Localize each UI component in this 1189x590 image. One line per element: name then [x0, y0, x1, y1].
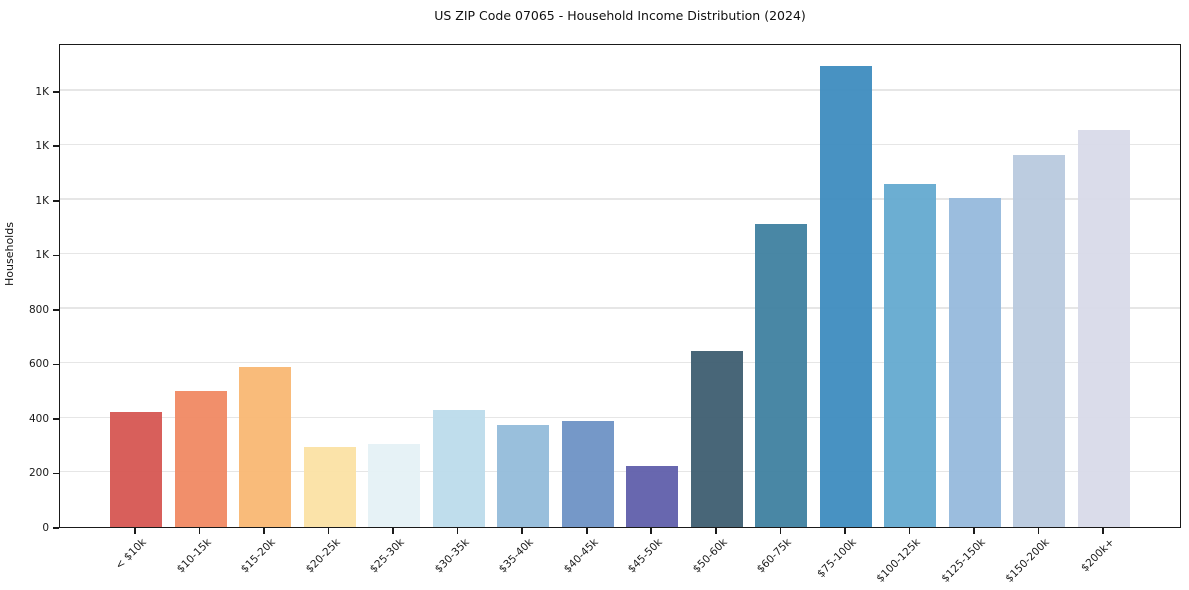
x-tick-mark	[715, 528, 717, 534]
x-tick-mark	[1037, 528, 1040, 534]
x-tick-label: $25-30k	[367, 536, 407, 576]
y-tick-label: 400	[28, 412, 49, 425]
plot-area	[59, 44, 1181, 528]
y-tick-mark	[53, 309, 59, 311]
bar-$150-200k	[1013, 155, 1066, 527]
x-tick-mark	[521, 528, 523, 534]
y-tick-label: 1K	[35, 194, 49, 207]
x-tick-mark	[1102, 528, 1104, 534]
y-tick-mark	[53, 199, 59, 202]
bar-$15-20k	[239, 366, 292, 527]
gridline	[60, 198, 1180, 200]
x-tick-label: $45-50k	[625, 536, 666, 576]
x-tick-mark	[134, 528, 136, 534]
x-tick-label: $75-100k	[814, 536, 859, 581]
bar-$100-125k	[884, 184, 937, 527]
x-tick-label: $150-200k	[1003, 536, 1053, 585]
y-tick-mark	[53, 145, 59, 148]
x-tick-label: $20-25k	[303, 536, 343, 576]
gridline	[60, 143, 1180, 146]
gridline	[60, 471, 1180, 473]
x-tick-mark	[908, 528, 911, 534]
x-tick-mark	[198, 528, 201, 534]
x-tick-mark	[779, 528, 782, 534]
x-tick-mark	[585, 528, 588, 534]
y-tick-mark	[53, 363, 59, 366]
x-tick-mark	[650, 528, 653, 534]
x-tick-label: $200k+	[1078, 536, 1117, 575]
bar-< $10k	[110, 412, 162, 527]
y-tick-mark	[53, 472, 59, 475]
bar-$50-60k	[690, 350, 743, 527]
bar-$125-150k	[948, 197, 1001, 527]
x-tick-label: $125-150k	[939, 536, 988, 585]
bar-$60-75k	[755, 224, 808, 527]
chart-title: US ZIP Code 07065 - Household Income Dis…	[434, 8, 806, 23]
bar-$45-50k	[626, 465, 679, 527]
gridline	[60, 307, 1180, 309]
x-tick-label: $100-125k	[874, 536, 924, 585]
bar-$75-100k	[819, 66, 872, 527]
y-tick-mark	[53, 418, 59, 420]
x-tick-label: $30-35k	[432, 536, 472, 576]
bar-$10-15k	[174, 391, 227, 527]
y-tick-label: 200	[28, 467, 49, 480]
y-tick-label: 600	[28, 358, 49, 371]
y-tick-label: 0	[42, 522, 49, 534]
y-tick-label: 1K	[35, 249, 49, 262]
bar-$30-35k	[432, 410, 485, 527]
x-tick-label: $60-75k	[755, 536, 795, 576]
x-tick-label: < $10k	[113, 536, 149, 572]
x-tick-label: $50-60k	[690, 536, 730, 576]
x-tick-mark	[973, 528, 975, 534]
y-tick-mark	[53, 527, 59, 529]
x-tick-mark	[844, 528, 846, 534]
y-tick-mark	[53, 254, 59, 257]
bar-$20-25k	[303, 447, 356, 527]
gridline	[60, 362, 1180, 364]
x-tick-mark	[263, 528, 265, 534]
gridline	[60, 89, 1180, 91]
x-tick-label: $15-20k	[238, 536, 278, 576]
bar-$25-30k	[368, 444, 421, 527]
y-tick-label: 800	[28, 303, 49, 316]
bar-$35-40k	[497, 424, 550, 527]
gridline	[60, 252, 1180, 255]
x-tick-mark	[456, 528, 459, 534]
y-tick-label: 1K	[35, 140, 49, 153]
x-tick-label: $10-15k	[174, 536, 214, 576]
x-tick-label: $35-40k	[496, 536, 536, 576]
y-tick-label: 1K	[35, 85, 49, 98]
x-tick-mark	[327, 528, 330, 534]
y-tick-mark	[53, 90, 59, 93]
x-tick-label: $40-45k	[561, 536, 601, 576]
x-tick-mark	[392, 528, 394, 534]
bar-$40-45k	[561, 420, 614, 527]
bar-$200k+	[1078, 130, 1130, 527]
gridline	[60, 416, 1180, 418]
